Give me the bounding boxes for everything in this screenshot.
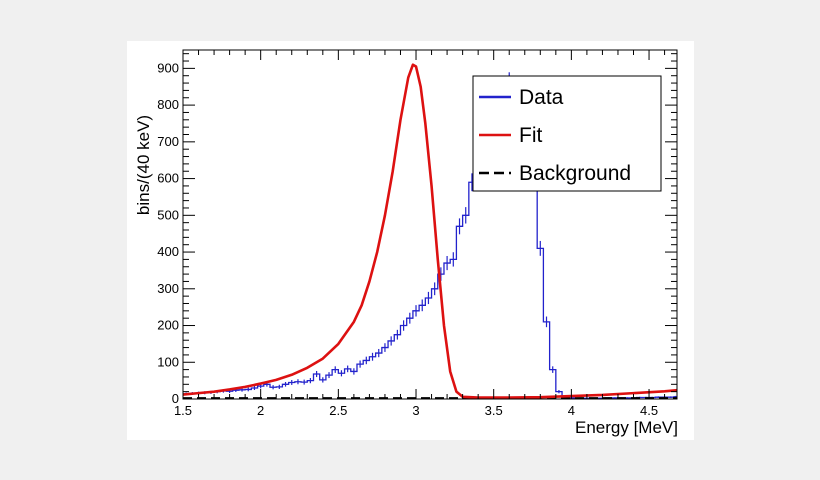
chart-canvas: 1.5 2 2.5 3 3.5 4 4.5 0 100 200 300 400 500 600 700 80…: [127, 41, 694, 440]
x-tick-label: 2: [257, 403, 264, 418]
y-tick-label: 600: [157, 171, 179, 186]
chart-svg: 1.5 2 2.5 3 3.5 4 4.5 0 100 200 300 400 500 600 700 80…: [134, 49, 678, 437]
y-tick-label: 900: [157, 60, 179, 75]
legend-label-fit: Fit: [519, 124, 542, 147]
x-tick-label: 3: [412, 403, 419, 418]
legend-label-background: Background: [519, 162, 631, 185]
y-tick-label: 400: [157, 244, 179, 259]
x-tick-label: 4: [568, 403, 575, 418]
plot-frame: [182, 49, 678, 400]
x-axis-title: Energy [MeV]: [575, 418, 678, 437]
y-tick-label: 500: [157, 207, 179, 222]
y-tick-label: 200: [157, 318, 179, 333]
legend-label-data: Data: [519, 86, 564, 109]
x-tick-label: 1.5: [174, 403, 192, 418]
x-axis: 1.5 2 2.5 3 3.5 4 4.5: [174, 50, 666, 418]
y-axis-title: bins/(40 keV): [134, 115, 153, 215]
y-tick-label: 800: [157, 97, 179, 112]
legend: Data Fit Background: [472, 75, 662, 192]
fit-curve: [182, 63, 678, 399]
x-tick-label: 3.5: [485, 403, 503, 418]
y-tick-label: 300: [157, 281, 179, 296]
x-tick-label: 2.5: [329, 403, 347, 418]
y-tick-label: 100: [157, 354, 179, 369]
y-axis: 0 100 200 300 400 500 600 700 800 900: [157, 53, 677, 406]
plot-area: [182, 63, 678, 400]
y-tick-label: 700: [157, 134, 179, 149]
legend-box: [472, 75, 662, 192]
y-tick-label: 0: [172, 391, 179, 406]
x-tick-label: 4.5: [640, 403, 658, 418]
